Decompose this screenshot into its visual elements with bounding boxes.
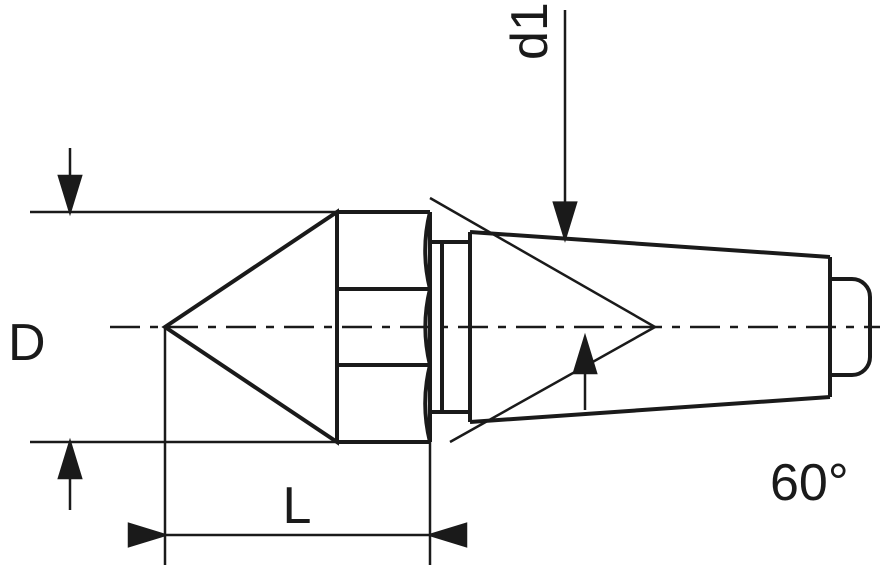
label-D: D xyxy=(8,314,46,372)
label-angle: 60° xyxy=(770,454,849,512)
label-d1: d1 xyxy=(501,2,559,60)
label-L: L xyxy=(283,477,312,535)
technical-drawing: D Ld1 60° xyxy=(0,0,886,581)
